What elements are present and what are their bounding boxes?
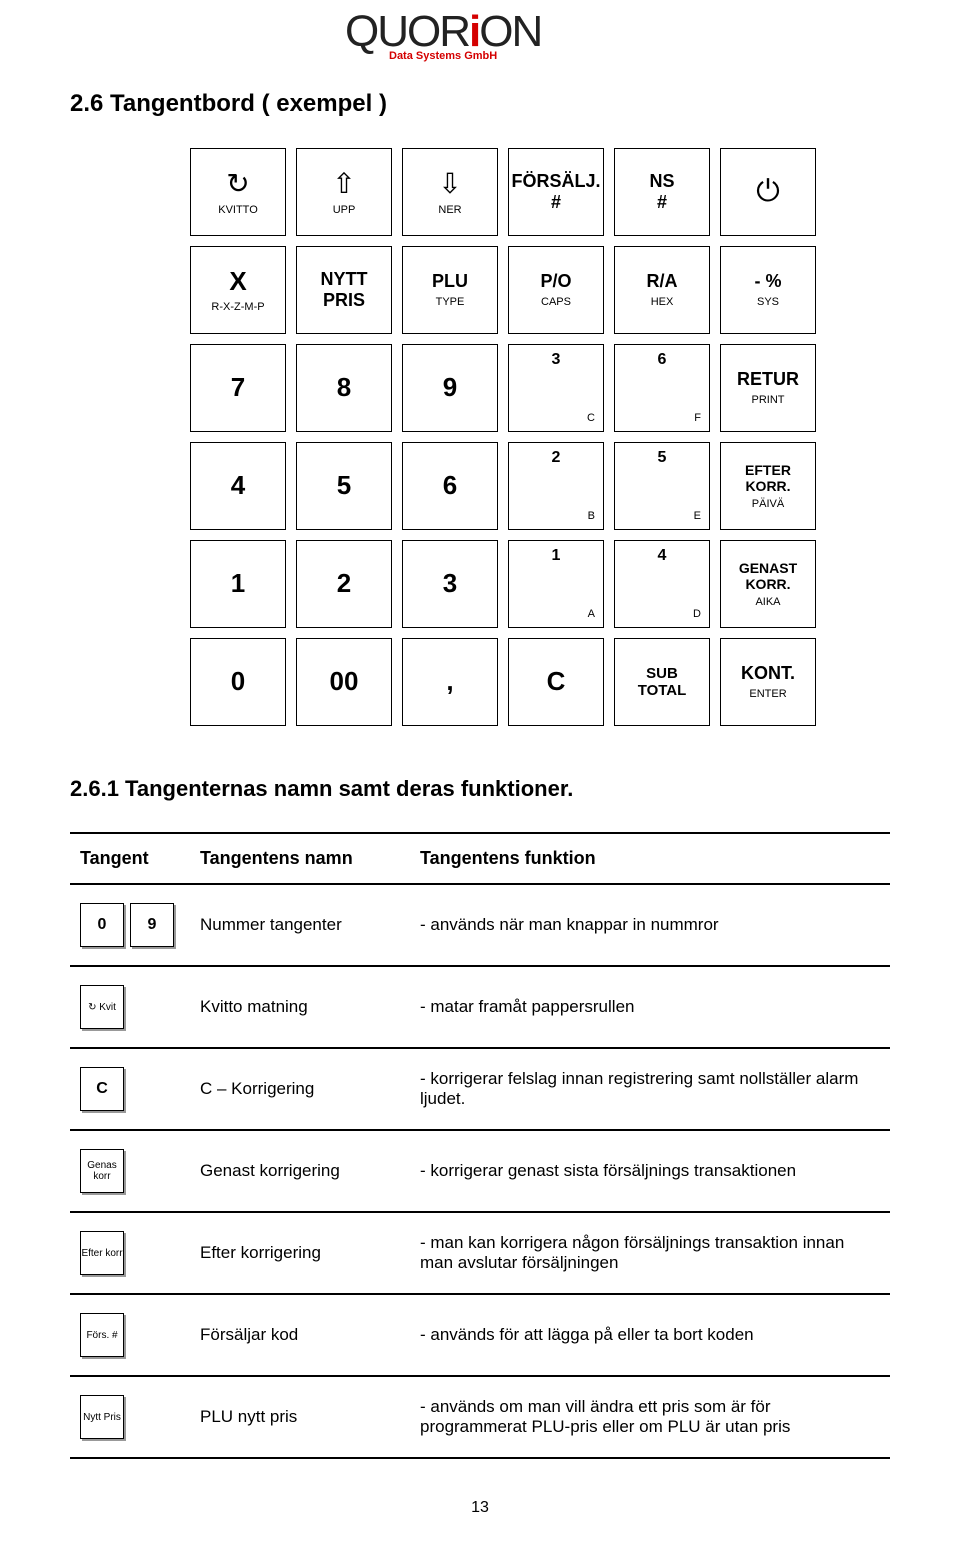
- key-kvitto[interactable]: ↻ KVITTO: [190, 148, 286, 236]
- key-plu[interactable]: PLU TYPE: [402, 246, 498, 334]
- key-1a[interactable]: 1 A: [508, 540, 604, 628]
- table-row: Förs. # Försäljar kod- används för att lä…: [70, 1294, 890, 1376]
- key-9[interactable]: 9: [402, 344, 498, 432]
- mini-key: Efter korr: [80, 1231, 124, 1275]
- subsection-heading: 2.6.1 Tangenternas namn samt deras funkt…: [70, 776, 890, 802]
- key-c[interactable]: C: [508, 638, 604, 726]
- th-func: Tangentens funktion: [410, 833, 890, 884]
- name-cell: Nummer tangenter: [190, 884, 410, 966]
- key-cell: Nytt Pris: [70, 1376, 190, 1458]
- page-number: 13: [70, 1499, 890, 1517]
- name-cell: Kvitto matning: [190, 966, 410, 1048]
- key-4d[interactable]: 4 D: [614, 540, 710, 628]
- arrow-down-icon: ⇩: [438, 168, 461, 200]
- th-key: Tangent: [70, 833, 190, 884]
- name-cell: C – Korrigering: [190, 1048, 410, 1130]
- key-00[interactable]: 00: [296, 638, 392, 726]
- key-kont[interactable]: KONT. ENTER: [720, 638, 816, 726]
- table-row: Nytt Pris PLU nytt pris- används om man v…: [70, 1376, 890, 1458]
- key-cell: Efter korr: [70, 1212, 190, 1294]
- arrow-up-icon: ⇧: [332, 168, 355, 200]
- key-0[interactable]: 0: [190, 638, 286, 726]
- func-cell: - man kan korrigera någon försäljnings t…: [410, 1212, 890, 1294]
- logo-text: QUORiON: [345, 10, 541, 54]
- key-1[interactable]: 1: [190, 540, 286, 628]
- name-cell: Efter korrigering: [190, 1212, 410, 1294]
- name-cell: PLU nytt pris: [190, 1376, 410, 1458]
- key-5e[interactable]: 5 E: [614, 442, 710, 530]
- key-forsalj[interactable]: FÖRSÄLJ. #: [508, 148, 604, 236]
- name-cell: Försäljar kod: [190, 1294, 410, 1376]
- key-ns[interactable]: NS #: [614, 148, 710, 236]
- key-6[interactable]: 6: [402, 442, 498, 530]
- func-cell: - korrigerar felslag innan registrering …: [410, 1048, 890, 1130]
- key-subtotal[interactable]: SUB TOTAL: [614, 638, 710, 726]
- keypad-grid: ↻ KVITTO ⇧ UPP ⇩ NER FÖRSÄLJ. # NS # ⏻ X…: [190, 148, 830, 726]
- brand-logo: QUORiON Data Systems GmbH: [345, 10, 541, 62]
- key-retur[interactable]: RETUR PRINT: [720, 344, 816, 432]
- key-8[interactable]: 8: [296, 344, 392, 432]
- mini-key: Nytt Pris: [80, 1395, 124, 1439]
- key-nytt-pris[interactable]: NYTT PRIS: [296, 246, 392, 334]
- func-cell: - används om man vill ändra ett pris som…: [410, 1376, 890, 1458]
- key-po[interactable]: P/O CAPS: [508, 246, 604, 334]
- key-genast-korr[interactable]: GENAST KORR. AIKA: [720, 540, 816, 628]
- key-efter-korr[interactable]: EFTER KORR. PÄIVÄ: [720, 442, 816, 530]
- receipt-feed-icon: ↻: [226, 168, 249, 200]
- mini-key: Förs. #: [80, 1313, 124, 1357]
- key-cell: C: [70, 1048, 190, 1130]
- key-ner[interactable]: ⇩ NER: [402, 148, 498, 236]
- key-7[interactable]: 7: [190, 344, 286, 432]
- key-cell: 09: [70, 884, 190, 966]
- key-cell: ↻ Kvit: [70, 966, 190, 1048]
- power-icon: ⏻: [756, 175, 780, 210]
- key-ra[interactable]: R/A HEX: [614, 246, 710, 334]
- key-cell: Genas korr: [70, 1130, 190, 1212]
- func-cell: - korrigerar genast sista försäljnings t…: [410, 1130, 890, 1212]
- table-row: C C – Korrigering- korrigerar felslag inn…: [70, 1048, 890, 1130]
- key-comma[interactable]: ,: [402, 638, 498, 726]
- func-cell: - matar framåt pappersrullen: [410, 966, 890, 1048]
- mini-key: ↻ Kvit: [80, 985, 124, 1029]
- name-cell: Genast korrigering: [190, 1130, 410, 1212]
- func-cell: - används när man knappar in nummror: [410, 884, 890, 966]
- section-heading: 2.6 Tangentbord ( exempel ): [70, 90, 890, 118]
- key-4[interactable]: 4: [190, 442, 286, 530]
- th-name: Tangentens namn: [190, 833, 410, 884]
- key-2b[interactable]: 2 B: [508, 442, 604, 530]
- key-upp[interactable]: ⇧ UPP: [296, 148, 392, 236]
- key-3c[interactable]: 3 C: [508, 344, 604, 432]
- mini-key: C: [80, 1067, 124, 1111]
- function-table: Tangent Tangentens namn Tangentens funkt…: [70, 832, 890, 1459]
- key-6f[interactable]: 6 F: [614, 344, 710, 432]
- key-x[interactable]: X R-X-Z-M-P: [190, 246, 286, 334]
- key-percent[interactable]: - % SYS: [720, 246, 816, 334]
- table-row: 09Nummer tangenter- används när man knap…: [70, 884, 890, 966]
- mini-key: 0: [80, 903, 124, 947]
- mini-key: Genas korr: [80, 1149, 124, 1193]
- mini-key: 9: [130, 903, 174, 947]
- table-row: Efter korr Efter korrigering- man kan kor…: [70, 1212, 890, 1294]
- func-cell: - används för att lägga på eller ta bort…: [410, 1294, 890, 1376]
- table-row: ↻ Kvit Kvitto matning- matar framåt pappe…: [70, 966, 890, 1048]
- key-cell: Förs. #: [70, 1294, 190, 1376]
- key-power[interactable]: ⏻: [720, 148, 816, 236]
- key-3[interactable]: 3: [402, 540, 498, 628]
- key-5[interactable]: 5: [296, 442, 392, 530]
- table-row: Genas korr Genast korrigering- korrigerar…: [70, 1130, 890, 1212]
- key-2[interactable]: 2: [296, 540, 392, 628]
